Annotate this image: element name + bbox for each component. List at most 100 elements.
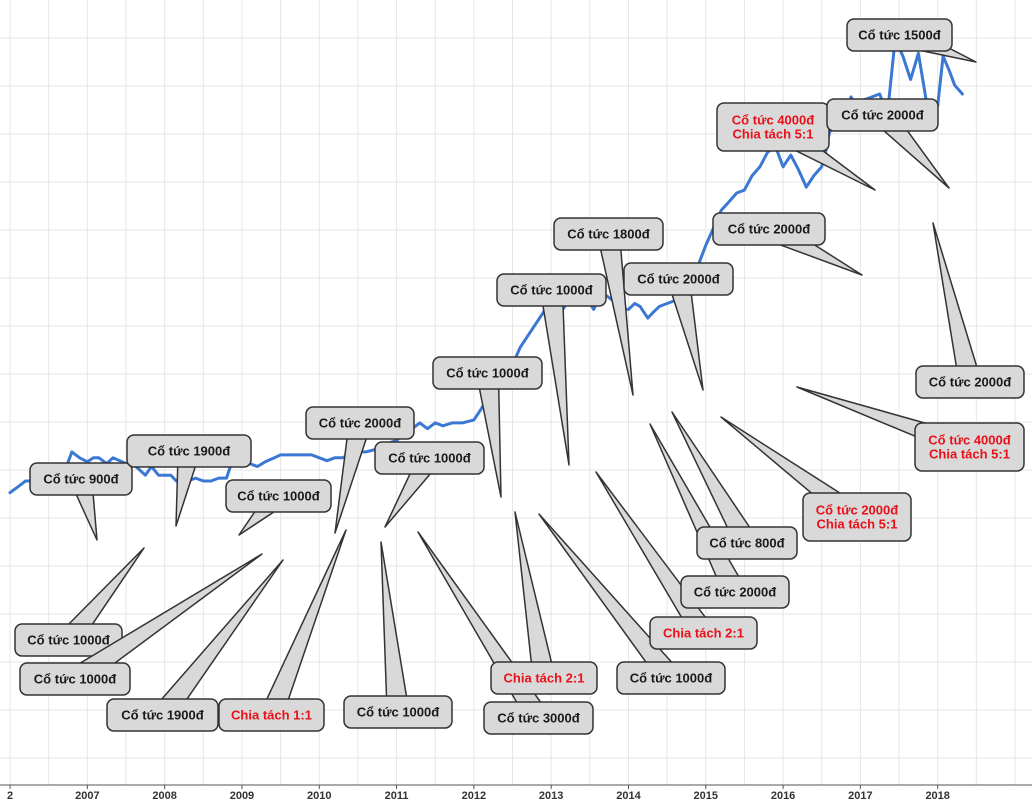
callout-fill — [848, 20, 951, 50]
callout-text: Chia tách 5:1 — [929, 447, 1010, 462]
callout: Cổ tức 800đ — [671, 411, 798, 560]
callout: Cổ tức 900đ — [29, 462, 133, 541]
callout-fill — [128, 436, 250, 466]
callout-fill — [108, 700, 217, 730]
callout-fill — [651, 618, 756, 648]
callout-fill — [16, 625, 121, 655]
callout-fill — [625, 264, 732, 294]
callout-fill — [307, 408, 413, 438]
event-callouts: Cổ tức 900đ Cổ tức 1900đ Cổ tức 1000đ Cổ tứ… — [14, 18, 1025, 735]
callout-pointer — [538, 513, 681, 686]
callout: Cổ tức 1000đ — [538, 513, 726, 695]
x-tick-label: 2012 — [462, 790, 486, 802]
callout-fill — [376, 443, 483, 473]
callout-fill — [485, 703, 592, 733]
x-tick-label: 2008 — [152, 790, 176, 802]
callout: Chia tách 1:1 — [218, 529, 347, 732]
callout-text: Cổ tức 1800đ — [567, 227, 649, 242]
callout-fill — [227, 481, 330, 511]
callout-text: Cổ tức 4000đ — [732, 113, 814, 128]
callout: Cổ tức 1000đ — [496, 273, 607, 466]
callout-text: Cổ tức 2000đ — [841, 108, 923, 123]
callout-pointer — [932, 222, 982, 386]
callout-fill — [682, 577, 788, 607]
callout-fill — [714, 214, 824, 244]
callout: Cổ tức 2000đ — [623, 262, 734, 391]
x-tick-label: 2018 — [925, 790, 949, 802]
callout-text: Chia tách 5:1 — [733, 127, 814, 142]
callout-text: Cổ tức 1000đ — [357, 705, 439, 720]
x-tick-label: 2015 — [694, 790, 718, 802]
callout-text: Cổ tức 1000đ — [388, 451, 470, 466]
callout-text: Cổ tức 2000đ — [816, 503, 898, 518]
callout-pointer — [514, 511, 556, 681]
callout-pointer — [596, 231, 634, 396]
callout-fill — [917, 367, 1023, 397]
callout-pointer — [539, 288, 570, 466]
callout: Cổ tức 2000đ — [305, 406, 415, 534]
callout: Cổ tức 2000đ — [826, 98, 950, 189]
x-tick-label: 2009 — [230, 790, 254, 802]
callout-fill — [345, 697, 451, 727]
callout-fill — [618, 663, 724, 693]
callout: Cổ tức 1800đ — [553, 217, 664, 396]
callout-text: Cổ tức 1900đ — [148, 444, 230, 459]
callout: Cổ tức 1900đ — [126, 434, 252, 527]
callout: Cổ tức 1000đ — [14, 547, 145, 657]
callout-text: Cổ tức 1000đ — [27, 633, 109, 648]
callout-fill — [220, 700, 323, 730]
callout-fill — [492, 663, 596, 693]
callout-fill — [555, 219, 662, 249]
callout-fill — [828, 100, 937, 130]
callout-text: Cổ tức 4000đ — [928, 433, 1010, 448]
callout-text: Cổ tức 2000đ — [637, 272, 719, 287]
callout: Cổ tức 1000đ — [343, 541, 453, 729]
callout: Cổ tức 2000đ — [915, 222, 1025, 399]
callout-text: Cổ tức 1900đ — [121, 708, 203, 723]
x-tick-label: 2014 — [616, 790, 641, 802]
x-tick-label: 2016 — [771, 790, 795, 802]
callout: Chia tách 2:1 — [490, 511, 598, 695]
callout-fill — [434, 358, 541, 388]
x-tick-label: 2013 — [539, 790, 563, 802]
callout-text: Cổ tức 1000đ — [34, 672, 116, 687]
callout-text: Chia tách 1:1 — [231, 708, 312, 723]
callout-text: Chia tách 2:1 — [504, 671, 585, 686]
callout-text: Cổ tức 1000đ — [237, 489, 319, 504]
callout-text: Chia tách 2:1 — [663, 626, 744, 641]
callout-text: Cổ tức 1000đ — [510, 283, 592, 298]
callout: Cổ tức 2000đ — [712, 212, 863, 276]
callout: Cổ tức 1000đ — [225, 479, 332, 536]
callout: Cổ tức 1000đ — [19, 553, 263, 696]
callout-text: Cổ tức 3000đ — [497, 711, 579, 726]
callout-pointer — [260, 529, 347, 720]
callout-text: Cổ tức 900đ — [43, 472, 118, 487]
callout-text: Cổ tức 1000đ — [630, 671, 712, 686]
callout-pointer — [380, 541, 410, 714]
callout-fill — [718, 104, 828, 150]
x-tick-label: 2010 — [307, 790, 331, 802]
callout-text: Cổ tức 1500đ — [858, 28, 940, 43]
callout: Cổ tức 1000đ — [432, 356, 543, 498]
callout-text: Cổ tức 2000đ — [929, 375, 1011, 390]
x-tick-label: 2 — [7, 790, 13, 802]
callout-fill — [804, 494, 910, 540]
callout-text: Cổ tức 800đ — [709, 536, 784, 551]
callout-fill — [498, 275, 605, 305]
callout-text: Chia tách 5:1 — [817, 517, 898, 532]
callout-text: Cổ tức 1000đ — [446, 366, 528, 381]
callout-text: Cổ tức 2000đ — [319, 416, 401, 431]
callout: Cổ tức 1000đ — [374, 441, 485, 528]
x-tick-label: 2007 — [75, 790, 99, 802]
callout-text: Cổ tức 2000đ — [694, 585, 776, 600]
callout: Cổ tức 1900đ — [106, 559, 284, 732]
callout: Cổ tức 1500đ — [846, 18, 977, 63]
x-axis: 2 2007 2008 2009 2010 2011 2012 2013 2014 2015 201… — [0, 784, 1032, 802]
x-tick-label: 2017 — [848, 790, 872, 802]
callout-fill — [31, 464, 131, 494]
callout-fill — [21, 664, 129, 694]
callout-fill — [916, 424, 1023, 470]
